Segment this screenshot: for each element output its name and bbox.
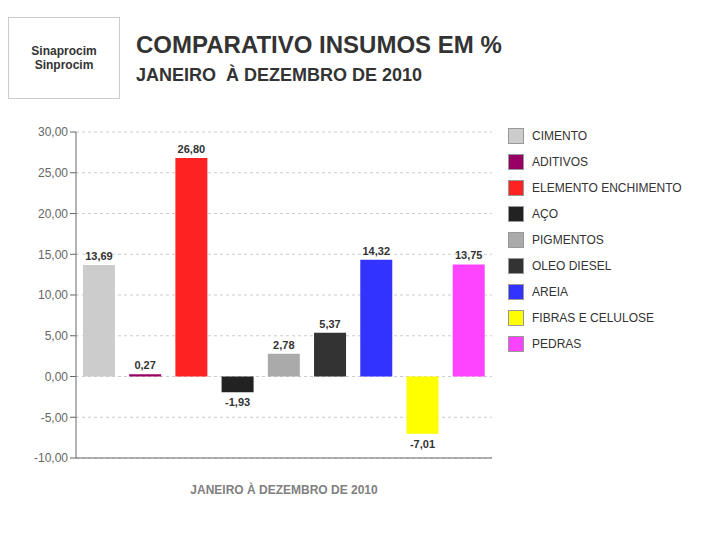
html-text:ADITIVOS: ADITIVOS [532,155,588,169]
html-text:Sinprocim: Sinprocim [34,58,94,72]
svg-text:26,80: 26,80 [178,143,206,155]
html-text:COMPARATIVO INSUMOS EM %: COMPARATIVO INSUMOS EM % [136,30,502,58]
html-text:Sinaprocim: Sinaprocim [31,44,97,58]
svg-text:-10,00: -10,00 [34,451,68,465]
svg-text:JANEIRO À DEZEMBRO DE 2010: JANEIRO À DEZEMBRO DE 2010 [190,482,378,497]
html-text:AREIA: AREIA [532,285,568,299]
svg-text:-1,93: -1,93 [225,396,250,408]
svg-text:13,75: 13,75 [455,249,483,261]
html-text:PEDRAS: PEDRAS [532,337,582,351]
svg-text:13,69: 13,69 [85,250,113,262]
svg-text:-7,01: -7,01 [410,438,435,450]
svg-text:30,00: 30,00 [38,125,68,139]
svg-text:2,78: 2,78 [273,339,294,351]
svg-text:14,32: 14,32 [363,245,391,257]
html-text:JANEIRO À DEZEMBRO DE 2010: JANEIRO À DEZEMBRO DE 2010 [136,64,423,85]
html-text:PIGMENTOS: PIGMENTOS [532,233,604,247]
html-text:CIMENTO: CIMENTO [532,129,588,143]
svg-text:5,00: 5,00 [45,329,69,343]
svg-text:20,00: 20,00 [38,207,68,221]
svg-text:5,37: 5,37 [319,318,340,330]
html-text:AÇO: AÇO [532,207,558,221]
svg-text:0,27: 0,27 [134,359,155,371]
html-text:OLEO DIESEL: OLEO DIESEL [532,259,612,273]
svg-text:25,00: 25,00 [38,166,68,180]
svg-text:10,00: 10,00 [38,288,68,302]
svg-text:15,00: 15,00 [38,248,68,262]
svg-text:0,00: 0,00 [45,370,69,384]
html-text:ELEMENTO ENCHIMENTO: ELEMENTO ENCHIMENTO [532,181,682,195]
html-text:FIBRAS E CELULOSE: FIBRAS E CELULOSE [532,311,654,325]
svg-text:-5,00: -5,00 [41,411,69,425]
